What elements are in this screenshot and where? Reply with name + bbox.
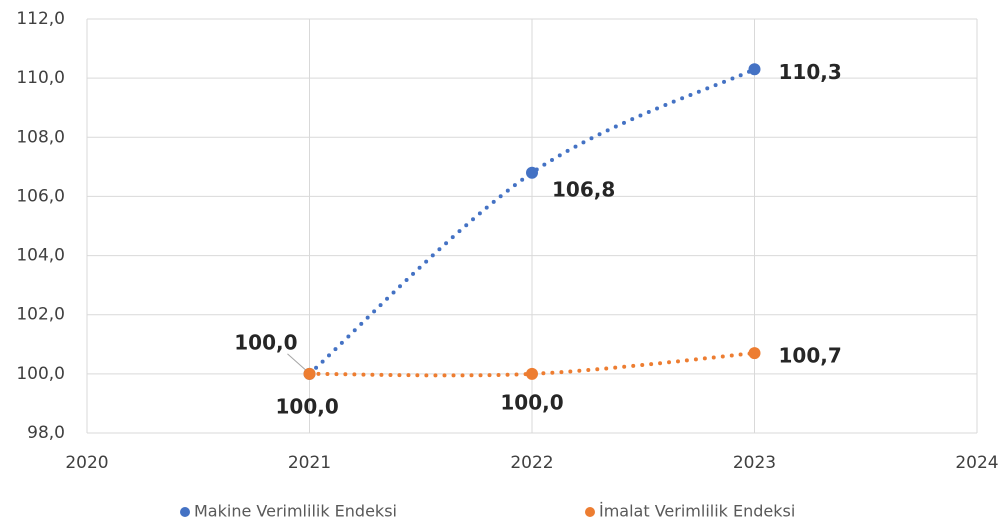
data-point <box>748 63 761 76</box>
data-label: 100,7 <box>779 344 842 368</box>
data-point <box>526 367 538 380</box>
y-tick-label: 106,0 <box>16 186 65 206</box>
data-label: 110,3 <box>779 60 842 84</box>
y-tick-label: 102,0 <box>16 305 65 325</box>
legend-marker <box>585 507 595 517</box>
y-tick-label: 110,0 <box>16 68 65 88</box>
x-tick-label: 2021 <box>288 453 331 473</box>
x-tick-label: 2024 <box>955 453 998 473</box>
data-point <box>748 347 761 360</box>
x-tick-label: 2023 <box>733 453 776 473</box>
data-point <box>303 367 316 380</box>
leader-line <box>287 353 306 371</box>
legend-label: Makine Verimlilik Endeksi <box>194 502 397 521</box>
series-line <box>307 351 757 378</box>
x-tick-label: 2020 <box>65 453 108 473</box>
legend-label: İmalat Verimlilik Endeksi <box>599 502 795 521</box>
legend-marker <box>180 507 190 517</box>
y-tick-label: 100,0 <box>16 364 65 384</box>
data-label: 100,0 <box>234 330 297 354</box>
data-label: 100,0 <box>276 394 339 418</box>
y-tick-label: 112,0 <box>16 9 65 29</box>
y-tick-label: 108,0 <box>16 127 65 147</box>
y-tick-label: 98,0 <box>27 423 65 443</box>
data-label: 100,0 <box>500 390 563 414</box>
data-label: 106,8 <box>552 177 615 201</box>
x-tick-label: 2022 <box>510 453 553 473</box>
data-point <box>526 166 538 179</box>
y-tick-label: 104,0 <box>16 246 65 266</box>
